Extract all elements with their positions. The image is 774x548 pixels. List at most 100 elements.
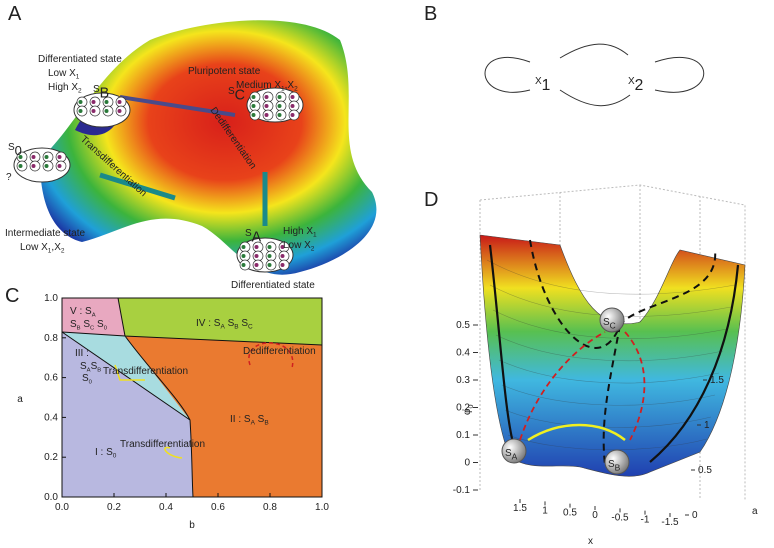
cell-marker (290, 95, 295, 99)
y-tick-label: 0.6 (44, 373, 58, 384)
cell-marker (277, 95, 282, 99)
label: SASB (80, 361, 101, 373)
x-tick-label: -1 (641, 515, 650, 526)
subscript: B (234, 324, 238, 331)
cell-marker (290, 113, 295, 117)
trans-arrow (164, 446, 183, 459)
cell-marker (78, 109, 83, 113)
label: Dedifferentiation (243, 346, 316, 357)
y-tick-label: 0.4 (44, 412, 58, 423)
label: SB SC S0 (70, 319, 108, 331)
label-part: ,X (285, 80, 295, 91)
a-tick-label: 0.5 (698, 465, 712, 476)
x-tick-label: 0.0 (55, 502, 69, 513)
subscript: B (615, 462, 621, 472)
region-iv (118, 298, 322, 345)
subscript: 2 (635, 77, 644, 94)
x-tick-label: -0.5 (611, 512, 629, 523)
label-part: III : (75, 348, 89, 359)
label-part: S (505, 448, 512, 459)
z-tick-label: 0.2 (456, 403, 470, 414)
label: High X2 (48, 82, 82, 95)
label: II : SA SB (230, 414, 269, 427)
label-part: ,X (51, 242, 61, 253)
cell-marker (251, 113, 256, 117)
label: X1 (535, 76, 550, 94)
label-part: ? (6, 172, 12, 183)
cell-marker (44, 155, 49, 159)
cell-marker (264, 95, 269, 99)
subscript: 2 (311, 246, 315, 253)
label-part: Dedifferentiation (243, 346, 316, 357)
subscript: A (251, 420, 256, 427)
x-tick-label: 0.6 (211, 502, 225, 513)
cell-marker (267, 245, 272, 249)
label: ? (6, 172, 12, 183)
label-part: S (239, 318, 249, 329)
label: Differentiated state (231, 280, 315, 291)
cell-marker (277, 113, 282, 117)
subscript: 1 (76, 74, 80, 81)
cell-marker (251, 95, 256, 99)
panel-letter: B (424, 3, 437, 25)
landscape (40, 20, 377, 275)
subscript: B (264, 420, 268, 427)
z-tick-label: 0 (464, 458, 470, 469)
cell-marker (18, 155, 23, 159)
label: SA (245, 228, 262, 246)
label-part: S (94, 319, 104, 330)
label-part: S (93, 84, 100, 95)
cell-marker (254, 254, 259, 258)
subscript: 0 (113, 453, 117, 460)
subscript: C (235, 88, 245, 104)
y-tick-label: 0.0 (44, 492, 58, 503)
cell-marker (91, 109, 96, 113)
label: Intermediate state (5, 228, 85, 239)
subscript: 1 (542, 77, 551, 94)
cell-marker (254, 263, 259, 267)
z-tick-label: 0.1 (456, 430, 470, 441)
subscript: A (512, 451, 518, 461)
label: Low X1 (48, 68, 80, 81)
subscript: 0 (104, 325, 108, 331)
label-part: S (81, 319, 91, 330)
cell-marker (57, 164, 62, 168)
subscript: C (610, 320, 616, 330)
cell-marker (104, 100, 109, 104)
subscript: 0 (15, 143, 22, 158)
label: S0 (8, 142, 22, 158)
label-part: S (70, 319, 77, 330)
label-part: S (225, 318, 235, 329)
cell-marker (280, 245, 285, 249)
y-tick-label: 1.0 (44, 293, 58, 304)
label-part: High X (283, 226, 313, 237)
subscript: B (100, 86, 110, 102)
a-axis-label: a (752, 506, 758, 517)
state-ball (501, 438, 527, 464)
subscript: C (90, 325, 94, 331)
x-axis-label: x (588, 536, 593, 547)
subscript: 1 (313, 232, 317, 239)
cell-marker (241, 263, 246, 267)
label: SA (505, 448, 518, 461)
label: SB (93, 84, 109, 102)
label-part: Low X (283, 240, 311, 251)
arrow (99, 172, 176, 201)
label-part: S (603, 317, 610, 328)
x-axis-label: b (189, 520, 195, 531)
cell-marker (31, 155, 36, 159)
loop-arrow (484, 56, 531, 93)
cell-marker (251, 104, 256, 108)
cell-marker (117, 109, 122, 113)
cell-marker (78, 100, 83, 104)
cell-marker (264, 104, 269, 108)
label: φ0 (462, 405, 475, 415)
x-tick-label: 0.4 (159, 502, 173, 513)
surface (479, 234, 746, 477)
label-part: S (228, 86, 235, 97)
z-tick-label: 0.5 (456, 320, 470, 331)
boundary (61, 297, 323, 498)
arrow (119, 95, 236, 117)
cell-marker (264, 113, 269, 117)
x-tick-label: 1.5 (513, 503, 527, 514)
